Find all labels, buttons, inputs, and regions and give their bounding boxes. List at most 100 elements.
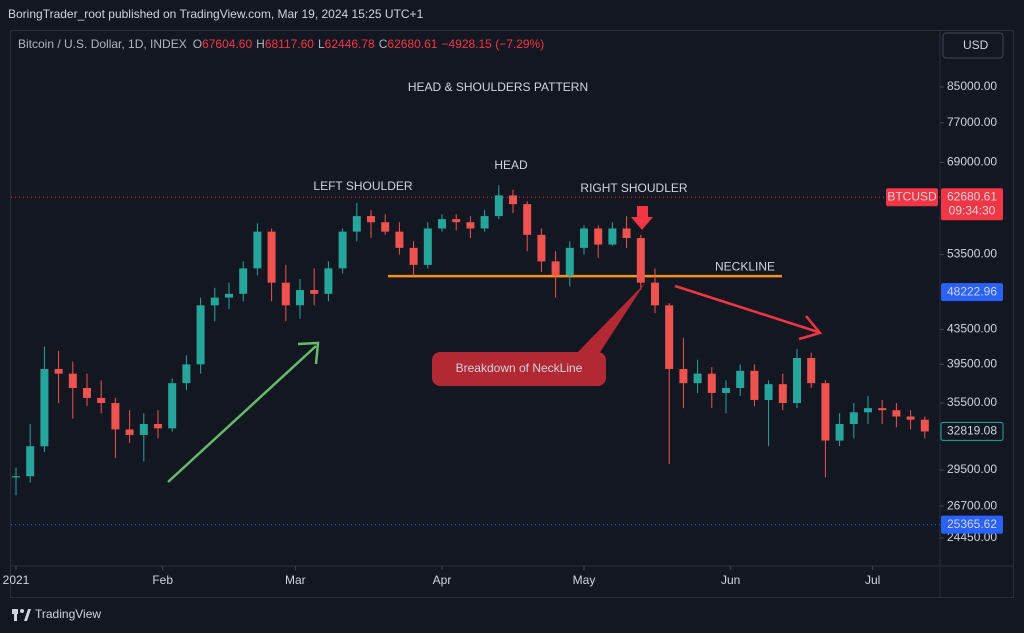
y-tick-label: 29500.00 <box>947 462 997 476</box>
candle-body <box>253 231 262 269</box>
candle-body <box>764 384 773 400</box>
neckline-label: NECKLINE <box>715 259 775 273</box>
callout-pointer <box>575 283 645 360</box>
candle-body <box>466 222 475 229</box>
candle-body <box>807 358 816 384</box>
annotation: RIGHT SHOUDLER <box>580 181 687 195</box>
y-tick-label: 39500.00 <box>947 357 997 371</box>
arrow <box>167 345 317 483</box>
y-tick-label: 26700.00 <box>947 498 997 512</box>
candle-body <box>679 368 688 384</box>
candle-body <box>835 423 844 441</box>
price-label: 32819.08 <box>947 424 997 438</box>
candle-body <box>622 228 631 239</box>
logo-part <box>24 609 31 621</box>
candle-body <box>494 195 503 217</box>
candle-body <box>54 368 63 374</box>
symbol-label-box <box>886 188 938 207</box>
candle-body <box>849 412 858 424</box>
candle-body <box>210 297 219 306</box>
candle-body <box>296 290 304 306</box>
candle-body <box>636 238 645 283</box>
candle-body <box>111 403 120 430</box>
legend-value: 62446.78 <box>325 37 375 51</box>
candle-body <box>310 290 319 294</box>
legend-value: 68117.60 <box>265 37 314 51</box>
currency[interactable]: USD <box>963 38 989 52</box>
price-label: 48222.96 <box>947 284 997 298</box>
candle-body <box>551 261 560 276</box>
symbol-legend: Bitcoin / U.S. Dollar, 1D, INDEX O67604.6… <box>18 37 544 51</box>
candle-body <box>97 397 106 404</box>
candle-body <box>651 282 659 306</box>
candle-body <box>693 373 702 384</box>
candle-body <box>580 228 588 248</box>
candle-body <box>409 247 418 265</box>
candle-body <box>182 364 191 384</box>
candle-body <box>395 231 404 248</box>
candle-body <box>778 384 787 404</box>
candle-body <box>12 476 20 478</box>
candle-body <box>509 195 517 205</box>
candle-body <box>196 305 205 365</box>
down-arrow <box>631 206 653 230</box>
legend-value: 67604.60 <box>202 37 252 51</box>
candle-body <box>736 370 745 389</box>
candle-body <box>367 216 375 223</box>
currency-button[interactable] <box>942 32 1004 59</box>
callout <box>432 352 606 386</box>
price-label: 25365.62 <box>947 517 997 531</box>
publisher: BoringTrader_root published on TradingVi… <box>8 7 424 21</box>
y-tick-label: 53500.00 <box>947 247 997 261</box>
arrow-head <box>798 315 823 341</box>
candle-body <box>537 234 546 262</box>
candle-body <box>892 410 901 417</box>
candle-body <box>906 416 915 420</box>
candle-body <box>225 293 233 298</box>
candle-body <box>83 388 91 398</box>
x-tick-label: 2021 <box>3 573 30 587</box>
x-tick-label: Mar <box>285 573 306 587</box>
plot-area <box>11 185 940 526</box>
candle-body <box>722 388 730 393</box>
candle-body <box>239 268 248 294</box>
candle-body <box>864 408 872 413</box>
chart-frame <box>10 30 1014 598</box>
price-label: 62680.61 <box>947 189 997 203</box>
candle-body <box>154 423 162 429</box>
candle-body <box>707 373 716 393</box>
candle-body <box>438 219 446 229</box>
price-label-box <box>941 515 1003 534</box>
x-tick-label: Feb <box>152 573 173 587</box>
legend-key: H <box>256 37 265 51</box>
legend-value: −4928.15 (−7.29%) <box>441 37 544 51</box>
footer-logo <box>12 609 31 621</box>
candle-body <box>324 268 333 294</box>
candle-body <box>920 419 929 432</box>
candle-body <box>381 222 390 232</box>
annotation: HEAD <box>494 158 528 172</box>
candle-body <box>594 228 603 245</box>
candle-body <box>40 368 49 447</box>
candle-body <box>168 383 177 429</box>
y-tick-label: 43500.00 <box>947 322 997 336</box>
candle-body <box>281 282 290 306</box>
candle-body <box>665 305 674 369</box>
arrow <box>674 284 819 334</box>
x-tick-label: Apr <box>433 573 452 587</box>
candle-body <box>565 247 574 276</box>
price-label-box <box>940 421 1004 441</box>
candle-body <box>423 228 432 265</box>
x-tick-label: Jul <box>865 573 880 587</box>
annotation: LEFT SHOULDER <box>313 179 412 193</box>
candle-body <box>878 408 887 411</box>
price-label-box <box>941 188 1003 221</box>
logo-part <box>20 609 24 613</box>
candle-body <box>750 370 759 400</box>
y-tick-label: 85000.00 <box>947 79 997 93</box>
legend-key: C <box>379 37 388 51</box>
candle-body <box>338 231 347 269</box>
candle-body <box>139 423 148 435</box>
